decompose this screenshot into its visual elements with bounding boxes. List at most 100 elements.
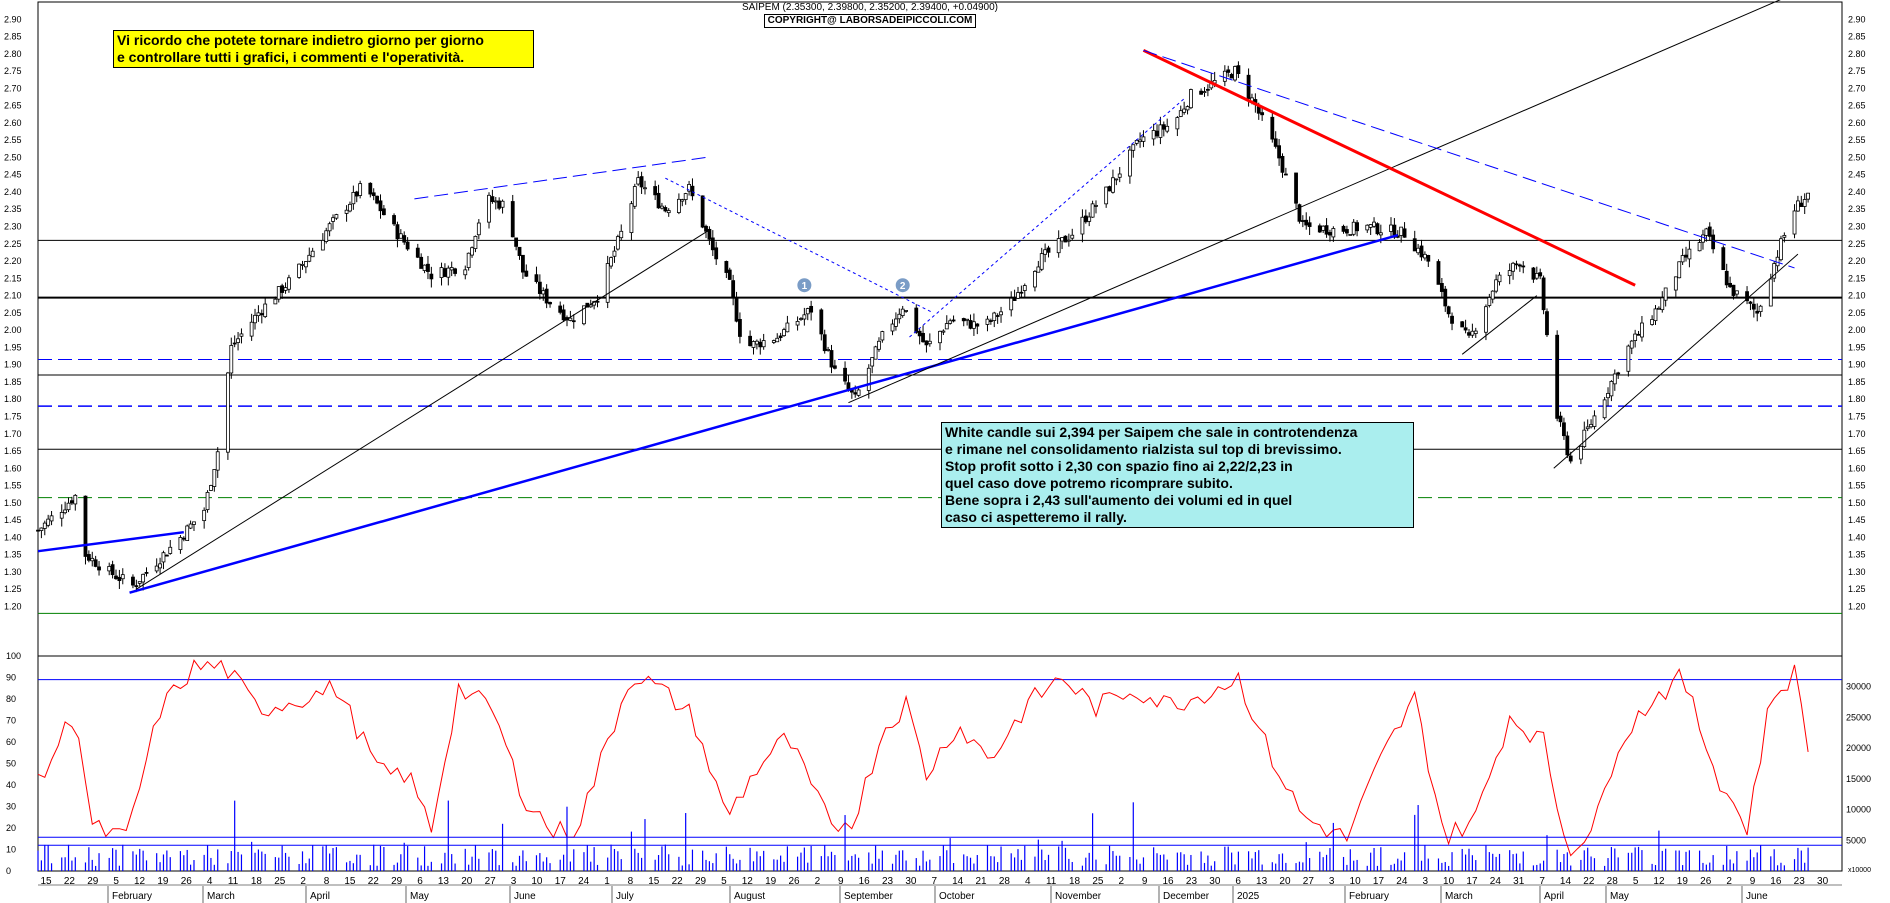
candle-body-324: [1568, 455, 1573, 462]
price-tick-right-23: 2.35: [1848, 204, 1866, 214]
candle-body-158: [782, 329, 786, 337]
candle-body-47: [256, 312, 261, 317]
x-day-label-10: 25: [274, 876, 286, 887]
candle-body-245: [1199, 90, 1204, 95]
candle-body-52: [280, 285, 285, 293]
candle-body-330: [1602, 399, 1607, 419]
candle-body-337: [1633, 333, 1638, 341]
trendline-9: [665, 177, 934, 314]
x-day-label-3: 5: [113, 876, 119, 887]
price-tick-right-27: 2.55: [1848, 135, 1866, 145]
candle-body-139: [690, 185, 695, 197]
candle-body-303: [1470, 330, 1475, 336]
candle-body-7: [66, 502, 71, 511]
candle-body-63: [331, 217, 335, 222]
trendline-4: [1461, 295, 1538, 355]
price-tick-left-12: 1.80: [4, 394, 22, 404]
price-tick-left-27: 2.55: [4, 135, 22, 145]
candle-body-67: [351, 192, 356, 205]
price-tick-left-20: 2.20: [4, 256, 22, 266]
candle-body-83: [426, 263, 430, 272]
candle-body-64: [334, 214, 339, 219]
candle-body-191: [941, 330, 946, 333]
trendline-8: [414, 156, 707, 200]
trendline-10: [909, 98, 1185, 338]
candle-body-164: [809, 305, 814, 313]
candle-body-275: [1341, 225, 1346, 232]
candle-body-334: [1616, 372, 1621, 375]
candle-body-72: [375, 195, 379, 204]
candle-body-206: [1012, 297, 1017, 301]
price-tick-right-6: 1.50: [1848, 498, 1866, 508]
candle-body-140: [700, 195, 705, 228]
price-tick-left-0: 1.20: [4, 601, 22, 611]
candle-body-73: [378, 200, 383, 212]
price-tick-right-4: 1.40: [1848, 532, 1866, 542]
candle-body-168: [829, 350, 834, 368]
candle-body-250: [1222, 70, 1227, 82]
candle-body-251: [1226, 69, 1231, 73]
candle-body-207: [1016, 292, 1020, 299]
candle-body-302: [1467, 332, 1471, 336]
x-day-label-53: 20: [1279, 876, 1291, 887]
candle-body-91: [466, 252, 471, 268]
volume-tick-3: 20000: [1846, 743, 1871, 753]
candle-body-228: [1114, 178, 1119, 181]
oscillator-tick-0: 0: [6, 866, 11, 876]
price-tick-right-2: 1.30: [1848, 567, 1866, 577]
candle-body-149: [738, 319, 742, 337]
candle-body-123: [615, 236, 620, 250]
price-tick-left-4: 1.40: [4, 532, 22, 542]
volume-unit-note: x10000: [1848, 867, 1871, 874]
candle-body-134: [666, 210, 671, 214]
candle-body-57: [303, 261, 308, 268]
candle-body-46: [253, 314, 257, 324]
candle-body-60: [320, 240, 325, 251]
x-month-label-8: October: [939, 891, 975, 902]
x-day-label-2: 29: [87, 876, 99, 887]
candle-body-202: [992, 312, 997, 321]
price-tick-right-15: 1.95: [1848, 342, 1866, 352]
candle-body-273: [1328, 232, 1332, 236]
price-tick-left-33: 2.85: [4, 32, 22, 42]
candle-body-313: [1517, 264, 1522, 267]
candle-body-74: [381, 208, 386, 216]
x-day-label-28: 29: [695, 876, 707, 887]
candle-body-15: [107, 566, 112, 572]
candle-body-148: [734, 298, 739, 322]
candle-body-21: [134, 585, 139, 588]
candle-body-193: [948, 320, 953, 324]
candle-body-35: [202, 509, 207, 522]
candle-body-300: [1460, 321, 1465, 328]
candle-body-155: [771, 340, 776, 343]
commentary-note: White candle sui 2,394 per Saipem che sa…: [941, 422, 1414, 528]
candle-body-2: [42, 522, 47, 529]
candle-body-56: [300, 263, 305, 266]
x-day-label-46: 2: [1119, 876, 1125, 887]
x-day-label-12: 8: [324, 876, 330, 887]
price-tick-right-5: 1.45: [1848, 515, 1866, 525]
x-day-label-58: 24: [1396, 876, 1408, 887]
price-tick-left-7: 1.55: [4, 481, 22, 491]
oscillator-tick-4: 40: [6, 780, 16, 790]
candle-body-79: [405, 241, 410, 250]
x-month-label-3: May: [410, 891, 429, 902]
reminder-line-2: e controllare tutti i grafici, i comment…: [117, 49, 465, 65]
candle-body-188: [924, 340, 929, 346]
x-day-label-75: 23: [1794, 876, 1806, 887]
candle-body-171: [846, 382, 851, 390]
candle-body-167: [826, 349, 830, 351]
candle-body-12: [90, 557, 95, 562]
candle-body-129: [643, 187, 647, 190]
candle-body-37: [209, 485, 213, 491]
candle-body-189: [927, 340, 932, 345]
candle-body-32: [185, 525, 190, 541]
candle-body-192: [944, 323, 949, 330]
candle-body-184: [904, 310, 908, 312]
x-day-label-49: 23: [1186, 876, 1198, 887]
price-tick-right-28: 2.60: [1848, 118, 1866, 128]
candle-body-165: [819, 309, 824, 335]
candle-body-76: [395, 224, 400, 240]
candle-body-274: [1331, 228, 1336, 238]
candle-body-229: [1117, 173, 1122, 178]
